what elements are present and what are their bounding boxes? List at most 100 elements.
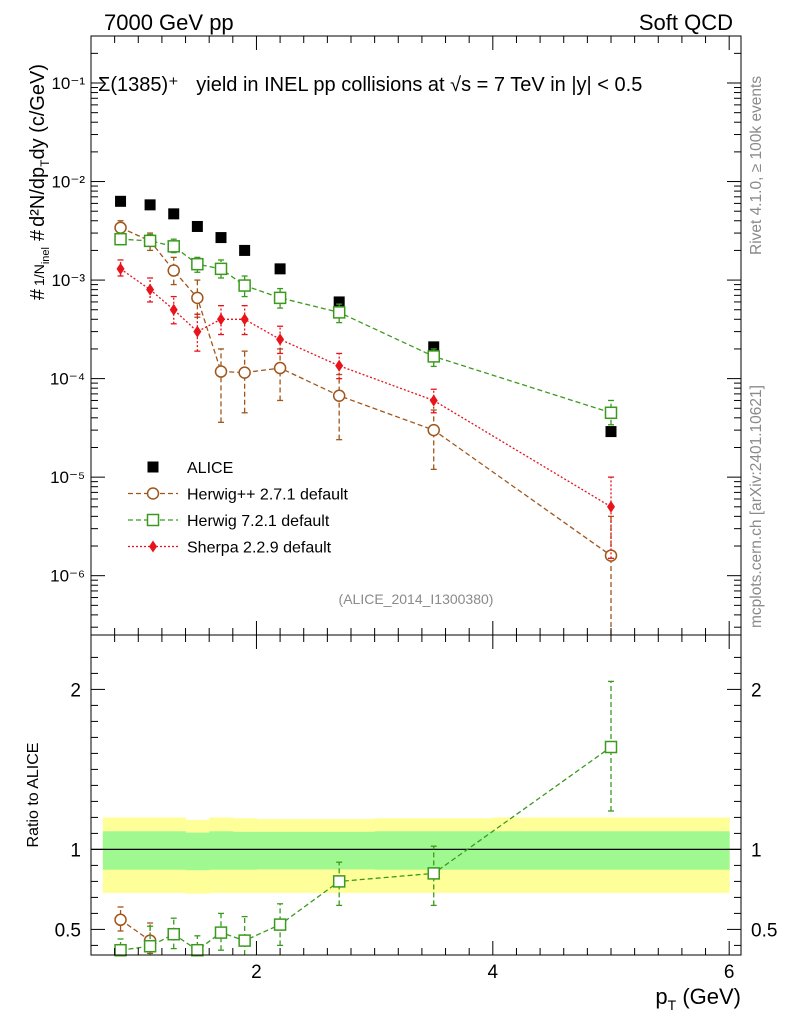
ratio-band-stat	[492, 831, 730, 870]
data-point	[332, 389, 346, 402]
legend-entry: ALICE	[147, 460, 233, 477]
ratio-y-tick-label-right: 0.5	[751, 920, 777, 941]
x-tick-label: 4	[488, 962, 499, 983]
plot-title: Σ(1385)⁺ yield in INEL pp collisions at …	[98, 74, 642, 96]
data-point	[604, 549, 618, 562]
data-point	[332, 306, 346, 319]
series-line-sherpa-2-2-9-default	[120, 268, 612, 508]
data-point	[604, 406, 618, 420]
data-point	[274, 263, 286, 275]
data-point	[114, 913, 127, 927]
ratio-band-stat	[209, 831, 234, 870]
y-tick-label: 10⁻⁴	[50, 370, 85, 389]
data-point	[114, 943, 127, 957]
ratio-y-tick-label: 1	[70, 840, 81, 861]
legend-label: ALICE	[187, 460, 233, 477]
data-point	[273, 918, 287, 931]
data-point	[276, 333, 285, 346]
data-point	[240, 313, 249, 326]
x-tick-label: 2	[251, 962, 262, 983]
mcplots-label: mcplots.cern.ch [arXiv:2401.10621]	[748, 385, 765, 628]
data-point	[273, 291, 287, 305]
data-point	[239, 244, 251, 256]
ratio-band-stat	[138, 831, 163, 870]
series-alice	[115, 195, 617, 438]
series-line-herwig-2-7-1-default	[120, 227, 612, 557]
data-point	[333, 296, 345, 308]
data-point	[191, 943, 204, 957]
legend-entry: Herwig++ 2.7.1 default	[128, 487, 349, 504]
data-point	[167, 264, 180, 277]
data-point	[116, 262, 125, 275]
legend-marker	[147, 461, 159, 473]
data-point	[214, 365, 228, 378]
ratio-band-stat	[102, 831, 139, 870]
legend-marker	[146, 487, 160, 500]
data-point	[114, 221, 127, 234]
plot-title-particle: Σ(1385)⁺	[98, 74, 179, 96]
main-ylabel: #1/Ninel#d²N/dpTdy (c/GeV)	[27, 64, 52, 300]
series-line-herwig-7-2-1-default	[120, 746, 612, 951]
ratio-y-tick-label-right: 1	[751, 840, 762, 861]
ratio-y-tick-label: 0.5	[55, 920, 81, 941]
data-point	[273, 361, 287, 375]
data-point	[191, 291, 204, 305]
data-point	[238, 366, 251, 379]
ratio-plot-frame	[90, 634, 742, 956]
data-point	[238, 279, 251, 292]
legend-entry: Sherpa 2.2.9 default	[128, 540, 332, 557]
ratio-band-stat	[185, 832, 210, 871]
y-tick-label: 10⁻³	[51, 271, 85, 290]
data-point	[167, 240, 180, 253]
ratio-y-tick-label: 2	[70, 680, 81, 701]
data-point	[143, 234, 157, 248]
legend-label: Herwig 7.2.1 default	[187, 513, 330, 530]
ratio-y-tick-label-right: 2	[751, 680, 762, 701]
energy-label: 7000 GeV pp	[104, 10, 234, 35]
data-point	[144, 199, 156, 211]
y-tick-label: 10⁻⁶	[50, 567, 85, 586]
data-point	[193, 325, 202, 338]
ratio-band-stat	[161, 831, 187, 870]
data-point	[167, 927, 180, 941]
data-point	[332, 875, 346, 888]
series-line-herwig-2-7-1-default	[120, 919, 151, 942]
data-point	[168, 208, 180, 220]
x-tick-label: 6	[724, 962, 735, 983]
data-point	[607, 500, 615, 513]
data-point	[143, 939, 157, 953]
data-point	[214, 926, 228, 939]
data-point	[427, 867, 440, 880]
data-point	[169, 303, 178, 316]
data-point	[217, 313, 225, 326]
legend-entry: Herwig 7.2.1 default	[128, 513, 330, 530]
data-point	[191, 257, 204, 271]
ratio-band-stat	[232, 831, 257, 870]
y-tick-label: 10⁻²	[51, 173, 85, 192]
y-tick-label: 10⁻⁵	[50, 468, 85, 487]
data-point	[191, 220, 203, 232]
data-point	[427, 423, 440, 437]
data-point	[335, 359, 344, 372]
data-point	[214, 262, 228, 276]
series-sherpa-2-2-9-default	[116, 259, 615, 559]
analysis-id: (ALICE_2014_I1300380)	[339, 591, 494, 607]
data-point	[215, 232, 227, 244]
plot-title-text: yield in INEL pp collisions at √s = 7 Te…	[196, 74, 642, 96]
data-point	[238, 934, 251, 947]
data-point	[115, 195, 127, 207]
ratio-band-stat	[256, 831, 305, 870]
series-herwig-7-2-1-default	[114, 680, 618, 957]
rivet-label: Rivet 4.1.0, ≥ 100k events	[748, 76, 765, 255]
data-point	[427, 350, 440, 363]
data-point	[429, 394, 438, 407]
series-herwig-7-2-1-default	[114, 232, 618, 426]
series-line-herwig-7-2-1-default	[120, 238, 612, 414]
data-point	[428, 341, 440, 353]
data-point	[114, 232, 127, 246]
data-point	[605, 426, 617, 438]
y-tick-label: 10⁻¹	[51, 74, 85, 93]
legend-label: Sherpa 2.2.9 default	[187, 540, 332, 557]
ratio-ylabel: Ratio to ALICE	[25, 743, 42, 848]
legend-label: Herwig++ 2.7.1 default	[187, 487, 349, 504]
